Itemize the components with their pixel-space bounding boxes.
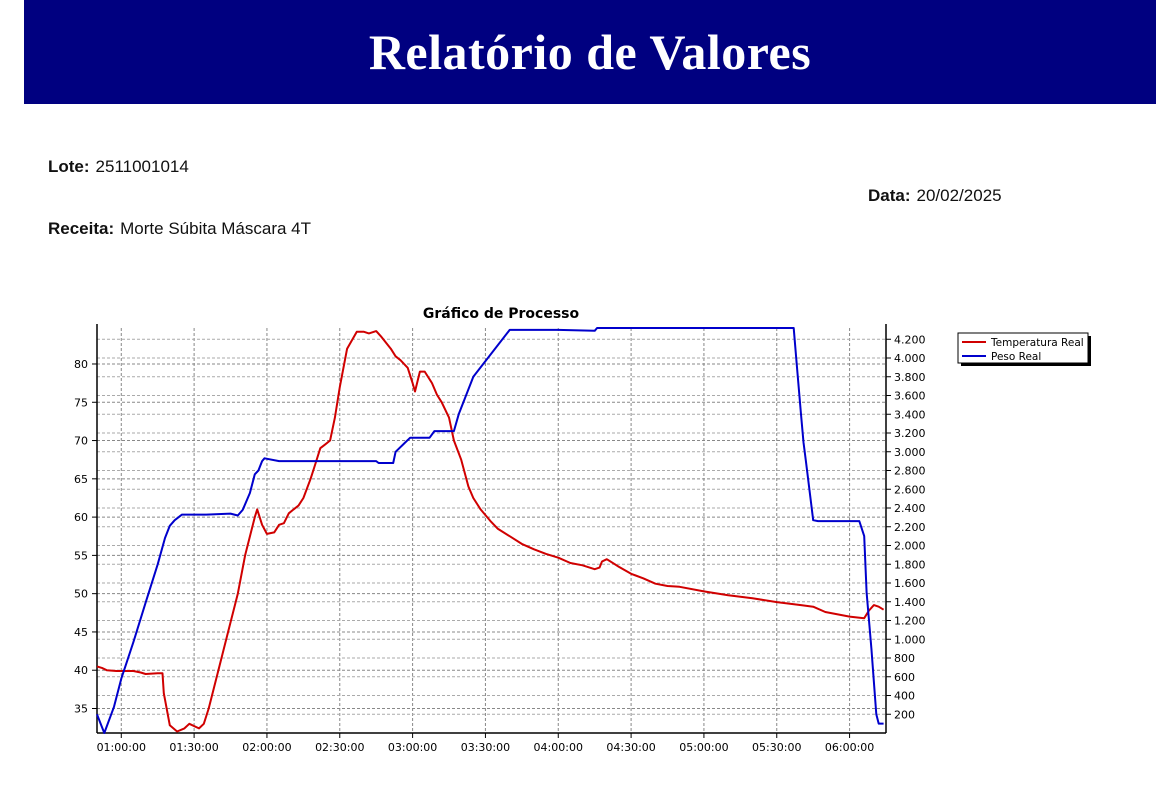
x-tick-label: 01:00:00: [97, 741, 146, 754]
x-tick-label: 01:30:00: [169, 741, 218, 754]
lote-value: 2511001014: [95, 157, 189, 176]
y2-tick-label: 3.000: [894, 446, 926, 459]
y-axis-left: 35 40 45 50 55 60 65 70 75 80: [74, 324, 98, 733]
y-tick-label: 80: [74, 358, 88, 371]
y2-tick-label: 400: [894, 690, 915, 703]
y-tick-label: 50: [74, 588, 88, 601]
data-label: Data:: [868, 186, 911, 205]
y-tick-label: 35: [74, 703, 88, 716]
x-tick-label: 04:00:00: [534, 741, 583, 754]
lote-field: Lote: 2511001014: [48, 157, 189, 177]
y2-tick-label: 4.200: [894, 333, 926, 346]
y-tick-label: 45: [74, 626, 88, 639]
y2-tick-label: 600: [894, 671, 915, 684]
x-tick-label: 05:00:00: [679, 741, 728, 754]
page-title: Relatório de Valores: [368, 24, 812, 80]
legend-label: Peso Real: [991, 351, 1041, 363]
y2-tick-label: 1.200: [894, 615, 926, 628]
y2-tick-label: 2.400: [894, 502, 926, 515]
page-header: Relatório de Valores: [24, 0, 1156, 104]
series-line-peso-real: [96, 327, 884, 734]
x-tick-label: 05:30:00: [752, 741, 801, 754]
y2-tick-label: 200: [894, 708, 915, 721]
y2-tick-label: 3.600: [894, 390, 926, 403]
chart-title: Gráfico de Processo: [423, 306, 580, 322]
receita-label: Receita:: [48, 219, 115, 238]
y-tick-label: 40: [74, 664, 88, 677]
y-tick-label: 60: [74, 511, 88, 524]
receita-value: Morte Súbita Máscara 4T: [120, 219, 311, 238]
lote-label: Lote:: [48, 157, 90, 176]
process-chart: Gráfico de Processo 01:00:00 01:30:00 02:0…: [74, 306, 1091, 754]
y-tick-label: 65: [74, 473, 88, 486]
data-value: 20/02/2025: [916, 186, 1002, 205]
y2-tick-label: 3.200: [894, 427, 926, 440]
y2-tick-label: 3.400: [894, 408, 926, 421]
x-tick-label: 02:30:00: [315, 741, 364, 754]
y-tick-label: 55: [74, 549, 88, 562]
y-axis-right: 200 400 600 800 1.000 1.200 1.400 1.600 1.800 2.0…: [885, 324, 926, 733]
y-tick-label: 75: [74, 396, 88, 409]
receita-field: Receita: Morte Súbita Máscara 4T: [48, 219, 311, 239]
legend-box: [957, 332, 1089, 364]
chart-legend: Temperatura Real Peso Real: [957, 332, 1091, 366]
x-tick-label: 06:00:00: [825, 741, 874, 754]
y-tick-label: 70: [74, 435, 88, 448]
x-axis: 01:00:00 01:30:00 02:00:00 02:30:00 03:00:00…: [97, 732, 886, 754]
y2-tick-label: 1.800: [894, 558, 926, 571]
y2-tick-label: 2.200: [894, 521, 926, 534]
series-line-temperatura-real: [96, 330, 885, 733]
y2-tick-label: 800: [894, 652, 915, 665]
y2-tick-label: 2.800: [894, 465, 926, 478]
x-tick-label: 03:30:00: [461, 741, 510, 754]
y2-tick-label: 1.600: [894, 577, 926, 590]
y2-tick-label: 2.600: [894, 483, 926, 496]
chart-series: [96, 327, 885, 734]
x-tick-label: 04:30:00: [606, 741, 655, 754]
x-tick-label: 02:00:00: [242, 741, 291, 754]
y2-tick-label: 4.000: [894, 352, 926, 365]
legend-label: Temperatura Real: [990, 337, 1084, 349]
data-field: Data: 20/02/2025: [868, 186, 1002, 206]
y2-tick-label: 2.000: [894, 540, 926, 553]
x-tick-label: 03:00:00: [388, 741, 437, 754]
y2-tick-label: 3.800: [894, 371, 926, 384]
chart-grid: [97, 328, 886, 733]
y2-tick-label: 1.400: [894, 596, 926, 609]
y2-tick-label: 1.000: [894, 633, 926, 646]
